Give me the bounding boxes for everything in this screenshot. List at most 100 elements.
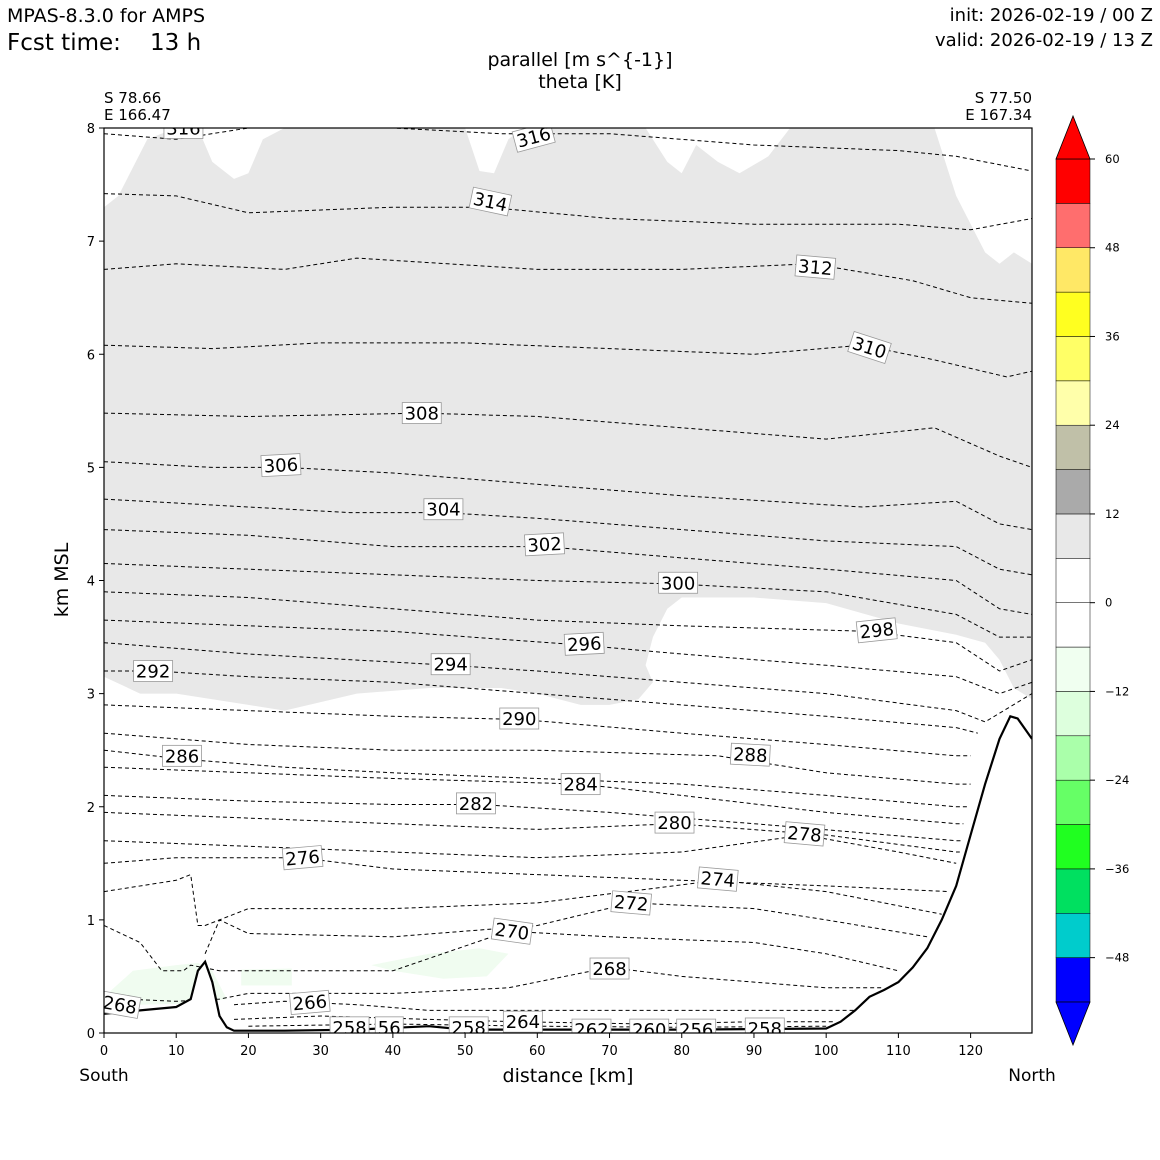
contour-label-box	[430, 653, 471, 676]
x-axis-label: distance [km]	[502, 1065, 634, 1087]
contour-label: 270	[490, 917, 534, 945]
theta-contour-280	[104, 811, 960, 853]
chart-title-line2: theta [K]	[538, 71, 622, 93]
contour-label: 294	[430, 653, 471, 676]
x-tick-label: 90	[746, 1044, 763, 1059]
y-tick-label: 4	[87, 575, 95, 590]
y-tick-label: 5	[87, 461, 95, 476]
contour-label-box	[502, 1010, 543, 1033]
contour-label-text: 266	[292, 991, 328, 1015]
contour-label: 312	[794, 254, 837, 280]
contour-label-text: 308	[405, 404, 439, 425]
contour-label-text: 286	[165, 746, 199, 767]
y-tick-label: 7	[87, 235, 95, 250]
contour-label-text: 312	[797, 256, 833, 280]
contour-label-text: 276	[285, 847, 321, 871]
colorbar-segment	[1055, 824, 1091, 870]
colorbar-tick-label: 24	[1105, 418, 1120, 432]
valid-time: valid: 2026-02-19 / 13 Z	[935, 30, 1153, 51]
left-point-lat: S 78.66	[104, 89, 162, 107]
fcst-value: 13 h	[150, 30, 202, 56]
theta-contour-278	[104, 834, 957, 864]
theta-contour-304	[104, 498, 1032, 576]
contour-label-text: 290	[502, 709, 536, 730]
x-left-label: South	[79, 1066, 129, 1086]
contour-label-text: 296	[567, 633, 602, 656]
contour-label-box	[847, 330, 892, 364]
contour-label-box	[589, 957, 630, 980]
contour-label-box	[401, 402, 442, 424]
contour-label: 268	[589, 957, 630, 980]
colorbar-segment	[1055, 558, 1091, 603]
theta-contour-268	[104, 966, 884, 1002]
theta-contour-266	[233, 1000, 856, 1011]
colorbar-tick-label: −36	[1105, 862, 1129, 876]
contour-label-text: 302	[527, 534, 562, 557]
theta-contour-288	[104, 732, 971, 785]
theta-contour-292	[104, 670, 978, 734]
x-tick-label: 40	[385, 1044, 402, 1059]
theta-contour-286	[104, 749, 967, 808]
contour-label-text: 270	[493, 919, 530, 945]
terrain-fill	[104, 716, 1032, 1033]
x-tick-label: 100	[814, 1044, 839, 1059]
x-tick-label: 20	[240, 1044, 257, 1059]
contour-label-text: 268	[592, 959, 626, 980]
contour-label: 258	[329, 1016, 370, 1033]
contour-label-box	[524, 532, 565, 557]
colorbar-segment	[1055, 336, 1091, 382]
contour-label-box	[571, 1018, 612, 1033]
theta-contour-310	[104, 342, 1032, 378]
contour-label: 262	[571, 1018, 612, 1041]
y-tick-label: 2	[87, 801, 95, 816]
x-tick-label: 0	[100, 1044, 108, 1059]
contour-label-box	[563, 631, 605, 656]
right-point-lat: S 77.50	[974, 89, 1032, 107]
colorbar-tick-label: −24	[1105, 773, 1129, 787]
contour-label-box	[162, 744, 202, 767]
theta-contour-296	[104, 619, 1032, 695]
theta-contour-294	[104, 642, 1032, 723]
contour-label: 316	[511, 128, 556, 153]
contour-label-box	[423, 498, 464, 521]
contour-label-box	[499, 707, 540, 730]
colorbar-tick-label: −48	[1105, 951, 1129, 965]
contour-label-box	[456, 792, 496, 815]
colorbar-tick-label: 0	[1105, 596, 1112, 610]
contour-label: 280	[654, 811, 695, 834]
contour-label-text: 300	[661, 573, 695, 594]
contour-label-box	[289, 989, 331, 1016]
contour-label: 290	[499, 707, 540, 730]
contour-label: 308	[401, 402, 442, 425]
contour-label: 306	[260, 453, 302, 478]
right-point-lon: E 167.34	[965, 106, 1032, 124]
contour-label: 268	[101, 990, 142, 1019]
contour-label-text: 268	[101, 992, 138, 1019]
contour-label-text: 258	[452, 1018, 486, 1039]
y-tick-label: 1	[87, 914, 95, 929]
chart-title-line1: parallel [m s^{-1}]	[487, 49, 673, 71]
x-tick-label: 120	[958, 1044, 983, 1059]
contour-label-text: 262	[574, 1020, 608, 1041]
y-tick-label: 8	[87, 122, 95, 137]
x-tick-label: 10	[168, 1044, 185, 1059]
theta-contour-272	[204, 902, 928, 954]
contour-label-box	[468, 186, 513, 217]
contour-label-text: 274	[700, 868, 736, 892]
contour-label: 300	[658, 571, 699, 594]
contour-label: 56	[374, 1016, 404, 1033]
contour-label-box	[260, 453, 302, 478]
contour-label-text: 264	[506, 1012, 540, 1033]
contour-label-text: 292	[136, 662, 170, 683]
contour-label-text: 258	[748, 1019, 782, 1040]
y-tick-label: 3	[87, 688, 95, 703]
contour-label-box	[329, 1016, 370, 1033]
theta-contour-306	[104, 461, 1032, 531]
theta-contour-276	[104, 857, 949, 893]
contour-label-box	[133, 660, 174, 682]
colorbar-segment	[1055, 913, 1091, 958]
contour-label: 274	[697, 866, 739, 892]
contour-label-box	[374, 1016, 404, 1033]
theta-contour-302	[104, 529, 1032, 615]
